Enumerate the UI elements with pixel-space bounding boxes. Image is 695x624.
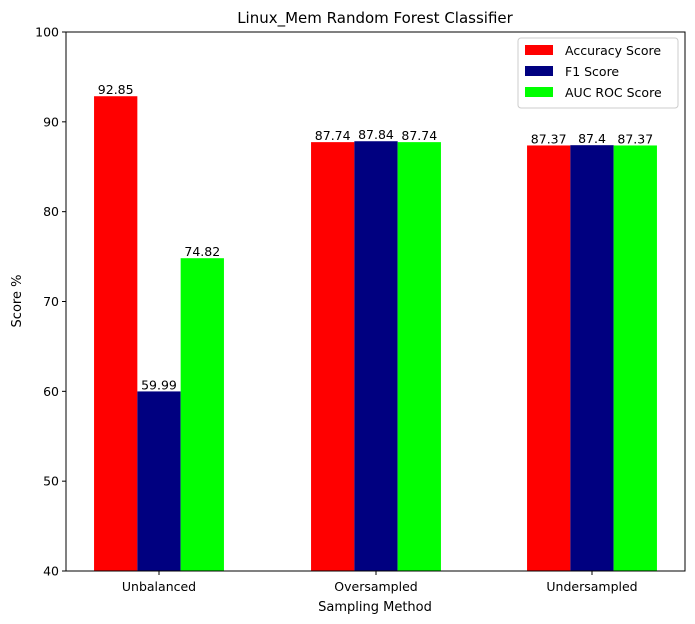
data-label-accuracy-score-unbalanced: 92.85 xyxy=(98,82,134,97)
data-label-auc-roc-score-oversampled: 87.74 xyxy=(401,128,437,143)
y-axis-label: Score % xyxy=(10,275,25,328)
bar-accuracy-score-oversampled xyxy=(311,142,355,571)
data-labels-group: 92.85 87.74 87.37 59.99 87.84 87.4 74.82 87.74 8… xyxy=(98,82,653,392)
legend-label-auc-roc-score: AUC ROC Score xyxy=(565,85,662,100)
legend: Accuracy Score F1 Score AUC ROC Score xyxy=(517,37,679,109)
bar-auc-roc-score-undersampled xyxy=(613,145,657,571)
bar-auc-roc-score-unbalanced xyxy=(180,258,224,571)
bar-accuracy-score-undersampled xyxy=(527,145,571,571)
bar-f1-score-undersampled xyxy=(570,145,614,571)
x-tick-label-unbalanced: Unbalanced xyxy=(122,579,196,594)
data-label-accuracy-score-oversampled: 87.74 xyxy=(315,128,351,143)
x-axis: Unbalanced Oversampled Undersampled xyxy=(122,571,638,594)
data-label-auc-roc-score-unbalanced: 74.82 xyxy=(184,244,220,259)
bar-f1-score-unbalanced xyxy=(137,391,181,571)
legend-swatch-accuracy-score xyxy=(525,45,553,55)
y-tick-label: 80 xyxy=(43,204,59,219)
data-label-auc-roc-score-undersampled: 87.37 xyxy=(617,131,653,146)
legend-label-f1-score: F1 Score xyxy=(565,64,619,79)
legend-frame xyxy=(517,37,679,109)
bars-group xyxy=(94,96,657,571)
legend-label-accuracy-score: Accuracy Score xyxy=(565,43,661,58)
data-label-f1-score-oversampled: 87.84 xyxy=(358,127,394,142)
y-tick-label: 70 xyxy=(43,294,59,309)
bar-f1-score-oversampled xyxy=(354,141,398,571)
x-tick-label-oversampled: Oversampled xyxy=(334,579,417,594)
y-axis: 40 50 60 70 80 90 100 xyxy=(35,25,66,579)
y-tick-label: 40 xyxy=(43,564,59,579)
y-tick-label: 50 xyxy=(43,474,59,489)
x-axis-label: Sampling Method xyxy=(318,600,432,615)
y-tick-label: 100 xyxy=(35,25,59,40)
bar-auc-roc-score-oversampled xyxy=(397,142,441,571)
legend-swatch-f1-score xyxy=(525,66,553,76)
x-tick-label-undersampled: Undersampled xyxy=(546,579,637,594)
chart-title: Linux_Mem Random Forest Classifier xyxy=(237,9,513,28)
y-tick-label: 90 xyxy=(43,114,59,129)
data-label-f1-score-unbalanced: 59.99 xyxy=(141,377,177,392)
y-tick-label: 60 xyxy=(43,384,59,399)
data-label-f1-score-undersampled: 87.4 xyxy=(578,131,606,146)
bar-accuracy-score-unbalanced xyxy=(94,96,138,571)
legend-swatch-auc-roc-score xyxy=(525,87,553,97)
data-label-accuracy-score-undersampled: 87.37 xyxy=(531,131,567,146)
